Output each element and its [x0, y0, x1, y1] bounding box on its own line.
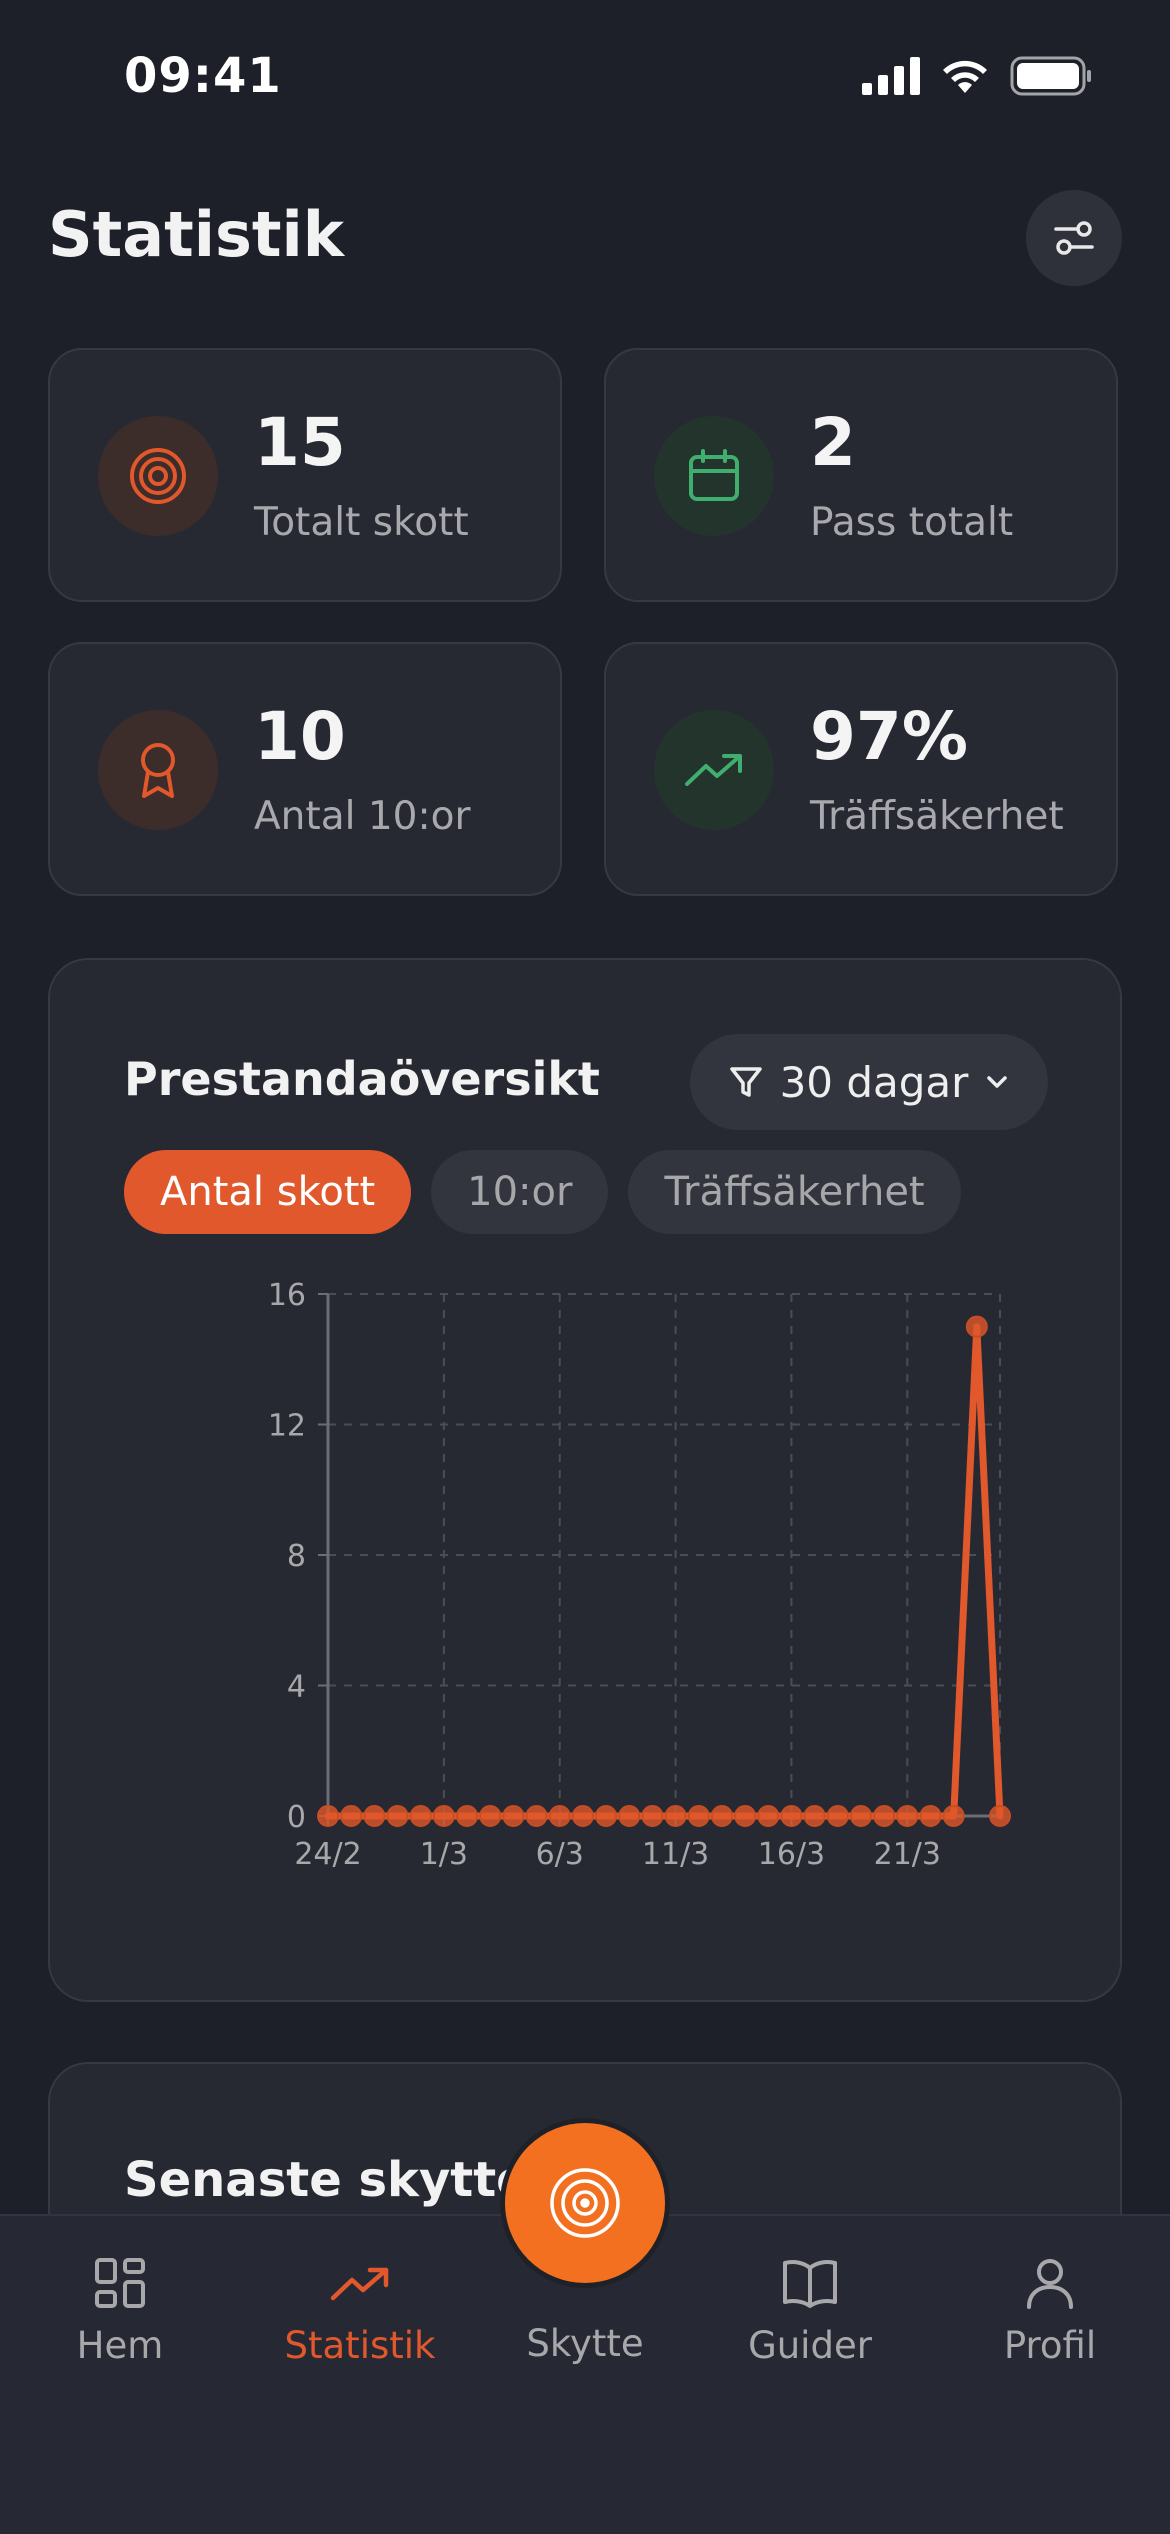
data-point — [896, 1805, 919, 1827]
x-tick-label: 16/3 — [758, 1837, 825, 1872]
target-icon — [550, 2168, 620, 2238]
y-tick-label: 16 — [268, 1278, 306, 1313]
nav-label-shoot[interactable]: Skytte — [526, 2322, 644, 2365]
x-tick-label: 6/3 — [536, 1837, 584, 1872]
tab-shot-count[interactable]: Antal skott — [124, 1150, 412, 1234]
stat-card-accuracy: 97% Träffsäkerhet — [604, 642, 1118, 896]
tab-accuracy[interactable]: Träffsäkerhet — [628, 1150, 961, 1234]
x-tick-label: 21/3 — [874, 1837, 941, 1872]
data-point — [340, 1805, 363, 1827]
target-icon — [130, 448, 186, 504]
data-point — [780, 1805, 803, 1827]
page-title: Statistik — [48, 198, 345, 271]
data-point — [942, 1805, 965, 1827]
data-point — [710, 1805, 733, 1827]
date-range-dropdown[interactable]: 30 dagar — [690, 1034, 1048, 1130]
tab-tens[interactable]: 10:or — [431, 1150, 609, 1234]
data-point — [502, 1805, 525, 1827]
nav-label: Statistik — [284, 2324, 436, 2367]
user-icon — [1027, 2259, 1073, 2309]
data-point — [965, 1315, 988, 1338]
nav-label: Hem — [76, 2324, 164, 2367]
book-icon — [783, 2260, 837, 2308]
nav-label: Profil — [1003, 2324, 1097, 2367]
nav-item-statistics[interactable]: Statistik — [250, 2256, 470, 2367]
stat-card-total-shots: 15 Totalt skott — [48, 348, 562, 602]
data-point — [664, 1805, 687, 1827]
stat-value: 97% — [810, 698, 968, 775]
data-point — [826, 1805, 849, 1827]
data-point — [363, 1805, 386, 1827]
y-tick-label: 8 — [287, 1539, 306, 1574]
filter-settings-button[interactable] — [1026, 190, 1122, 286]
stat-value: 10 — [254, 698, 346, 775]
performance-chart-card: Prestandaöversikt 30 dagar Antal skott 1… — [48, 958, 1122, 2002]
data-point — [873, 1805, 896, 1827]
stat-card-sessions: 2 Pass totalt — [604, 348, 1118, 602]
y-tick-label: 12 — [268, 1409, 306, 1444]
data-point — [849, 1805, 872, 1827]
signal-icon — [862, 57, 920, 95]
data-point — [409, 1805, 432, 1827]
stat-label: Totalt skott — [254, 500, 469, 545]
stat-value: 15 — [254, 404, 346, 481]
nav-item-home[interactable]: Hem — [10, 2256, 230, 2367]
y-tick-label: 4 — [287, 1670, 306, 1705]
data-point — [757, 1805, 780, 1827]
data-point — [571, 1805, 594, 1827]
x-tick-label: 1/3 — [420, 1837, 468, 1872]
data-point — [618, 1805, 641, 1827]
stat-label: Antal 10:or — [254, 794, 471, 839]
nav-label: Guider — [748, 2324, 872, 2367]
y-tick-label: 0 — [287, 1800, 306, 1835]
shoot-fab-button[interactable] — [500, 2118, 670, 2288]
status-bar: 09:41 — [0, 0, 1170, 150]
data-point — [386, 1805, 409, 1827]
trending-up-icon — [330, 2267, 389, 2301]
data-point — [525, 1805, 548, 1827]
data-point — [432, 1805, 455, 1827]
calendar-icon — [689, 449, 739, 501]
status-time: 09:41 — [124, 48, 282, 104]
x-tick-label: 11/3 — [642, 1837, 709, 1872]
battery-icon — [1010, 56, 1091, 96]
data-point — [687, 1805, 710, 1827]
stat-label: Pass totalt — [810, 500, 1014, 545]
filter-icon — [729, 1067, 762, 1097]
data-point — [595, 1805, 618, 1827]
data-point — [919, 1805, 942, 1827]
data-point — [456, 1805, 479, 1827]
data-point — [479, 1805, 502, 1827]
nav-item-profile[interactable]: Profil — [940, 2256, 1160, 2367]
date-range-label: 30 dagar — [779, 1057, 969, 1107]
wifi-icon — [943, 60, 987, 93]
x-tick-label: 24/2 — [294, 1837, 361, 1872]
series-line — [324, 1323, 1004, 1820]
stat-label: Träffsäkerhet — [810, 794, 1064, 839]
stat-value: 2 — [810, 404, 856, 481]
data-point — [734, 1805, 757, 1827]
nav-item-guides[interactable]: Guider — [700, 2256, 920, 2367]
metric-tabs: Antal skott 10:or Träffsäkerhet — [124, 1150, 961, 1234]
grid-icon — [95, 2258, 145, 2308]
data-point — [548, 1805, 571, 1827]
award-icon — [141, 743, 175, 798]
data-point — [989, 1805, 1011, 1827]
data-point — [641, 1805, 664, 1827]
trending-up-icon — [685, 754, 742, 786]
stat-card-tens: 10 Antal 10:or — [48, 642, 562, 896]
chevron-down-icon — [987, 1076, 1008, 1088]
sliders-icon — [1054, 221, 1094, 255]
chart-title: Prestandaöversikt — [124, 1052, 600, 1106]
data-point — [803, 1805, 826, 1827]
data-point — [317, 1805, 339, 1827]
line-chart: 0 4 8 12 16 24/2 1/3 6/3 11/3 16/3 21/3 — [268, 1278, 1011, 1872]
